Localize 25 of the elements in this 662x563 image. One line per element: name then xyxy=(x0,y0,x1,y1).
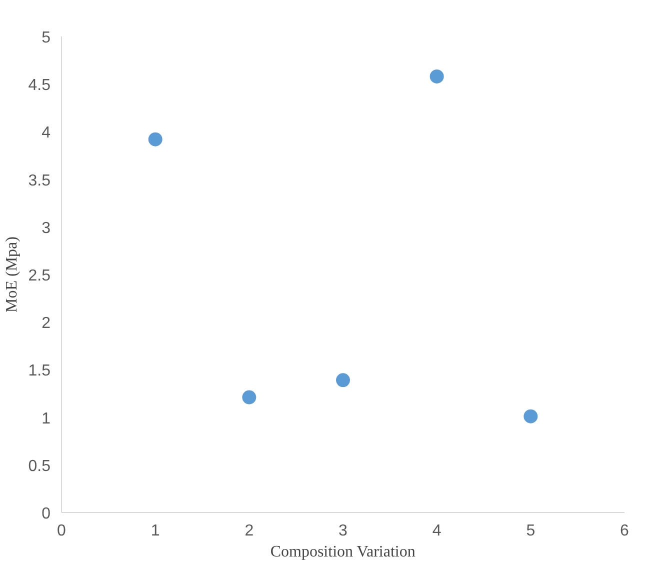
point xyxy=(242,390,256,404)
y-tick-label: 0 xyxy=(42,506,51,522)
point xyxy=(524,409,538,424)
y-tick-label: 3 xyxy=(42,220,51,237)
y-tick-label: 4 xyxy=(42,124,51,142)
y-tick-label: 1.5 xyxy=(28,362,51,380)
x-axis-title: Composition Variation xyxy=(270,544,416,560)
y-axis-title: MoE (Mpa) xyxy=(3,236,20,312)
point xyxy=(148,132,162,146)
x-tick-label: 5 xyxy=(526,522,536,540)
y-tick-label: 2 xyxy=(42,315,51,332)
x-tick-label: 0 xyxy=(57,522,66,540)
x-tick-label: 4 xyxy=(432,522,442,540)
y-tick-label: 4.5 xyxy=(28,77,51,94)
point xyxy=(430,69,444,84)
y-tick-label: 1 xyxy=(42,410,51,428)
x-tick-label: 1 xyxy=(150,522,160,540)
point xyxy=(336,373,350,388)
x-tick-label: 3 xyxy=(338,522,348,540)
y-tick-label: 0.5 xyxy=(28,458,51,475)
x-tick-label: 2 xyxy=(244,522,254,540)
x-tick-label: 6 xyxy=(620,522,630,540)
y-tick-label: 2.5 xyxy=(28,268,51,284)
y-tick-label: 3.5 xyxy=(28,172,51,190)
y-tick-label: 5 xyxy=(42,30,51,46)
